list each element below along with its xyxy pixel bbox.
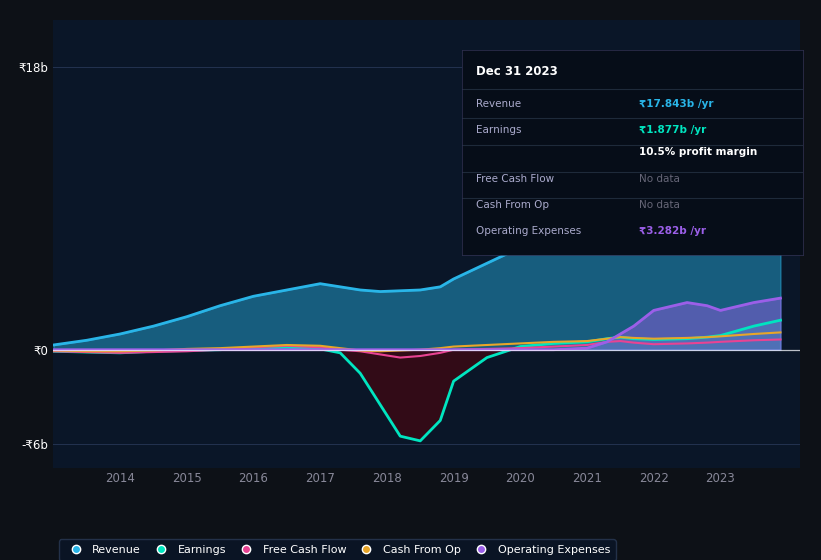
Text: ₹3.282b /yr: ₹3.282b /yr: [640, 226, 706, 236]
Text: Revenue: Revenue: [476, 100, 521, 109]
Text: ₹1.877b /yr: ₹1.877b /yr: [640, 125, 707, 135]
Text: No data: No data: [640, 174, 681, 184]
Text: 10.5% profit margin: 10.5% profit margin: [640, 147, 758, 157]
Text: Operating Expenses: Operating Expenses: [476, 226, 581, 236]
Text: No data: No data: [640, 200, 681, 210]
Text: Earnings: Earnings: [476, 125, 521, 135]
Text: Free Cash Flow: Free Cash Flow: [476, 174, 554, 184]
Legend: Revenue, Earnings, Free Cash Flow, Cash From Op, Operating Expenses: Revenue, Earnings, Free Cash Flow, Cash …: [59, 539, 616, 560]
Text: ₹17.843b /yr: ₹17.843b /yr: [640, 100, 714, 109]
Text: Dec 31 2023: Dec 31 2023: [476, 65, 557, 78]
Text: Cash From Op: Cash From Op: [476, 200, 549, 210]
